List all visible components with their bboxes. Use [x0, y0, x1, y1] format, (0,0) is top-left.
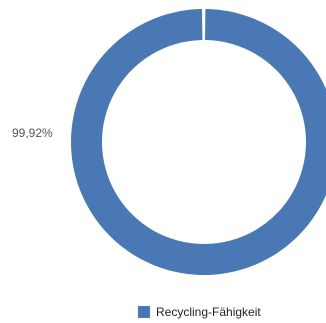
donut-slice-0 [71, 9, 326, 275]
legend-label-recycling: Recycling-Fähigkeit [156, 305, 261, 319]
slice-value-label: 99,92% [12, 126, 53, 140]
legend: Recycling-Fähigkeit [138, 305, 261, 319]
legend-swatch-recycling [138, 306, 150, 318]
donut-slices [71, 9, 326, 275]
